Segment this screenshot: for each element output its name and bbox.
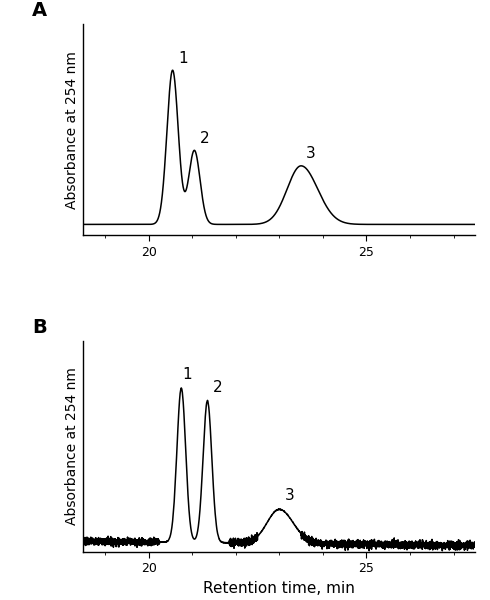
Text: 1: 1: [182, 367, 192, 382]
Y-axis label: Absorbance at 254 nm: Absorbance at 254 nm: [65, 50, 79, 209]
Text: A: A: [32, 1, 48, 20]
Text: 3: 3: [306, 146, 316, 161]
Text: 3: 3: [285, 488, 294, 503]
X-axis label: Retention time, min: Retention time, min: [203, 581, 355, 596]
Y-axis label: Absorbance at 254 nm: Absorbance at 254 nm: [65, 367, 79, 526]
Text: 2: 2: [199, 131, 209, 146]
Text: 2: 2: [213, 380, 222, 395]
Text: B: B: [32, 317, 47, 337]
Text: 1: 1: [178, 50, 188, 65]
